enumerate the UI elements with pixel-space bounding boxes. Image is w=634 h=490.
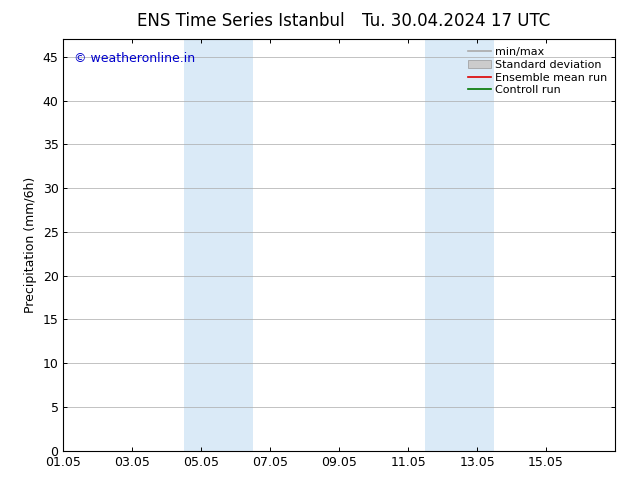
Bar (184, 39, 253, 451)
Text: ENS Time Series Istanbul: ENS Time Series Istanbul (137, 12, 345, 30)
Text: © weatheronline.in: © weatheronline.in (74, 51, 195, 65)
Bar (425, 39, 495, 451)
Y-axis label: Precipitation (mm/6h): Precipitation (mm/6h) (24, 177, 37, 313)
Text: Tu. 30.04.2024 17 UTC: Tu. 30.04.2024 17 UTC (363, 12, 550, 30)
Legend: min/max, Standard deviation, Ensemble mean run, Controll run: min/max, Standard deviation, Ensemble me… (466, 45, 609, 98)
